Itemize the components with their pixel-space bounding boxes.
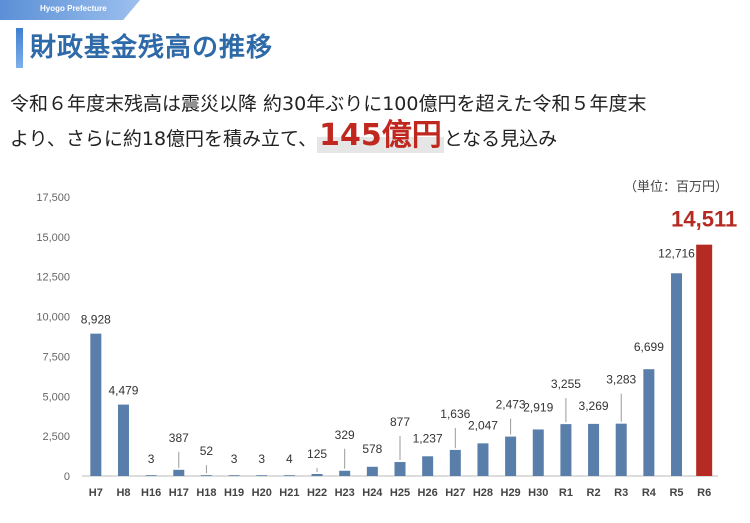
data-label-R5: 12,716 bbox=[658, 246, 695, 260]
bar-H28 bbox=[477, 443, 489, 476]
data-label-H23: 329 bbox=[335, 428, 355, 442]
y-tick-label: 10,000 bbox=[36, 312, 70, 324]
unit-note: （単位：百万円） bbox=[623, 180, 728, 195]
x-tick-label-H19: H19 bbox=[224, 487, 244, 499]
data-label-H26: 1,237 bbox=[413, 431, 443, 445]
bar-H18 bbox=[200, 475, 212, 476]
x-tick-label-H30: H30 bbox=[528, 487, 548, 499]
x-tick-label-H8: H8 bbox=[116, 487, 130, 499]
x-tick-label-R2: R2 bbox=[587, 487, 601, 499]
x-tick-label-R4: R4 bbox=[642, 487, 657, 499]
description-line2-pre: より、さらに約18億円を積み立て、 bbox=[10, 128, 318, 150]
bar-H30 bbox=[532, 429, 544, 476]
x-tick-label-R5: R5 bbox=[669, 487, 683, 499]
data-label-H20: 3 bbox=[258, 452, 265, 466]
data-label-R4: 6,699 bbox=[634, 340, 664, 354]
bar-R5 bbox=[671, 273, 683, 476]
data-label-H22: 125 bbox=[307, 447, 327, 461]
bar-R2 bbox=[588, 423, 600, 476]
data-label-R2: 3,269 bbox=[579, 399, 609, 413]
bar-H20 bbox=[256, 475, 268, 476]
bar-R1 bbox=[560, 424, 572, 476]
bar-H17 bbox=[173, 469, 185, 476]
x-tick-label-H16: H16 bbox=[141, 487, 161, 499]
data-label-H25: 877 bbox=[390, 415, 410, 429]
x-tick-label-H23: H23 bbox=[335, 487, 355, 499]
data-label-H7: 8,928 bbox=[81, 313, 111, 327]
x-tick-label-H25: H25 bbox=[390, 487, 410, 499]
y-tick-label: 0 bbox=[64, 471, 70, 483]
x-tick-label-R1: R1 bbox=[559, 487, 573, 499]
x-tick-label-H18: H18 bbox=[196, 487, 216, 499]
data-label-R3: 3,283 bbox=[606, 373, 636, 387]
data-label-H24: 578 bbox=[362, 442, 382, 456]
data-label-H17: 387 bbox=[169, 431, 189, 445]
y-tick-label: 15,000 bbox=[36, 232, 70, 244]
prefecture-tag: Hyogo Prefecture bbox=[0, 0, 140, 20]
title-accent-bar bbox=[16, 28, 23, 68]
bar-H23 bbox=[339, 470, 351, 476]
x-tick-label-H28: H28 bbox=[473, 487, 493, 499]
bar-R4 bbox=[643, 369, 655, 476]
x-tick-label-H24: H24 bbox=[362, 487, 383, 499]
bar-R3 bbox=[615, 423, 627, 476]
data-label-H30: 2,919 bbox=[523, 400, 553, 414]
data-label-H16: 3 bbox=[148, 452, 155, 466]
bar-H29 bbox=[505, 436, 517, 476]
y-tick-label: 5,000 bbox=[42, 391, 70, 403]
x-tick-label-H22: H22 bbox=[307, 487, 327, 499]
data-label-H27: 1,636 bbox=[440, 407, 470, 421]
y-tick-label: 17,500 bbox=[36, 192, 70, 204]
x-tick-label-H17: H17 bbox=[169, 487, 189, 499]
bar-H8 bbox=[117, 404, 129, 476]
data-label-H29: 2,473 bbox=[496, 398, 526, 412]
page-title: 財政基金残高の推移 bbox=[30, 33, 274, 63]
bar-H21 bbox=[283, 475, 295, 476]
x-tick-label-H21: H21 bbox=[279, 487, 299, 499]
x-tick-label-H27: H27 bbox=[445, 487, 465, 499]
bar-H22 bbox=[311, 474, 323, 476]
data-label-R6: 14,511 bbox=[671, 207, 737, 232]
bar-H24 bbox=[366, 466, 378, 476]
data-label-R1: 3,255 bbox=[551, 377, 581, 391]
description-line2-post: となる見込み bbox=[443, 128, 558, 150]
data-label-H28: 2,047 bbox=[468, 418, 498, 432]
x-tick-label-R6: R6 bbox=[697, 487, 711, 499]
bar-R6 bbox=[696, 244, 713, 476]
y-tick-label: 7,500 bbox=[42, 351, 70, 363]
bar-H27 bbox=[449, 449, 461, 476]
bar-H16 bbox=[145, 475, 157, 476]
highlight-amount: 145億円 bbox=[317, 118, 444, 153]
data-label-H21: 4 bbox=[286, 452, 293, 466]
x-tick-label-R3: R3 bbox=[614, 487, 628, 499]
data-label-H18: 52 bbox=[200, 444, 214, 458]
bar-H25 bbox=[394, 462, 406, 476]
x-tick-label-H29: H29 bbox=[501, 487, 521, 499]
data-label-H19: 3 bbox=[231, 452, 238, 466]
bar-H19 bbox=[228, 475, 240, 476]
description: 令和６年度末残高は震災以降 約30年ぶりに100億円を超えた令和５年度末 より、… bbox=[10, 88, 745, 155]
description-line1: 令和６年度末残高は震災以降 約30年ぶりに100億円を超えた令和５年度末 bbox=[10, 93, 647, 115]
bar-H26 bbox=[422, 456, 434, 476]
bar-H7 bbox=[90, 333, 102, 476]
y-tick-label: 12,500 bbox=[36, 272, 70, 284]
x-tick-label-H20: H20 bbox=[252, 487, 272, 499]
data-label-H8: 4,479 bbox=[108, 384, 138, 398]
x-tick-label-H26: H26 bbox=[418, 487, 438, 499]
prefecture-label: Hyogo Prefecture bbox=[40, 4, 107, 13]
x-tick-label-H7: H7 bbox=[89, 487, 103, 499]
y-tick-label: 2,500 bbox=[42, 431, 70, 443]
